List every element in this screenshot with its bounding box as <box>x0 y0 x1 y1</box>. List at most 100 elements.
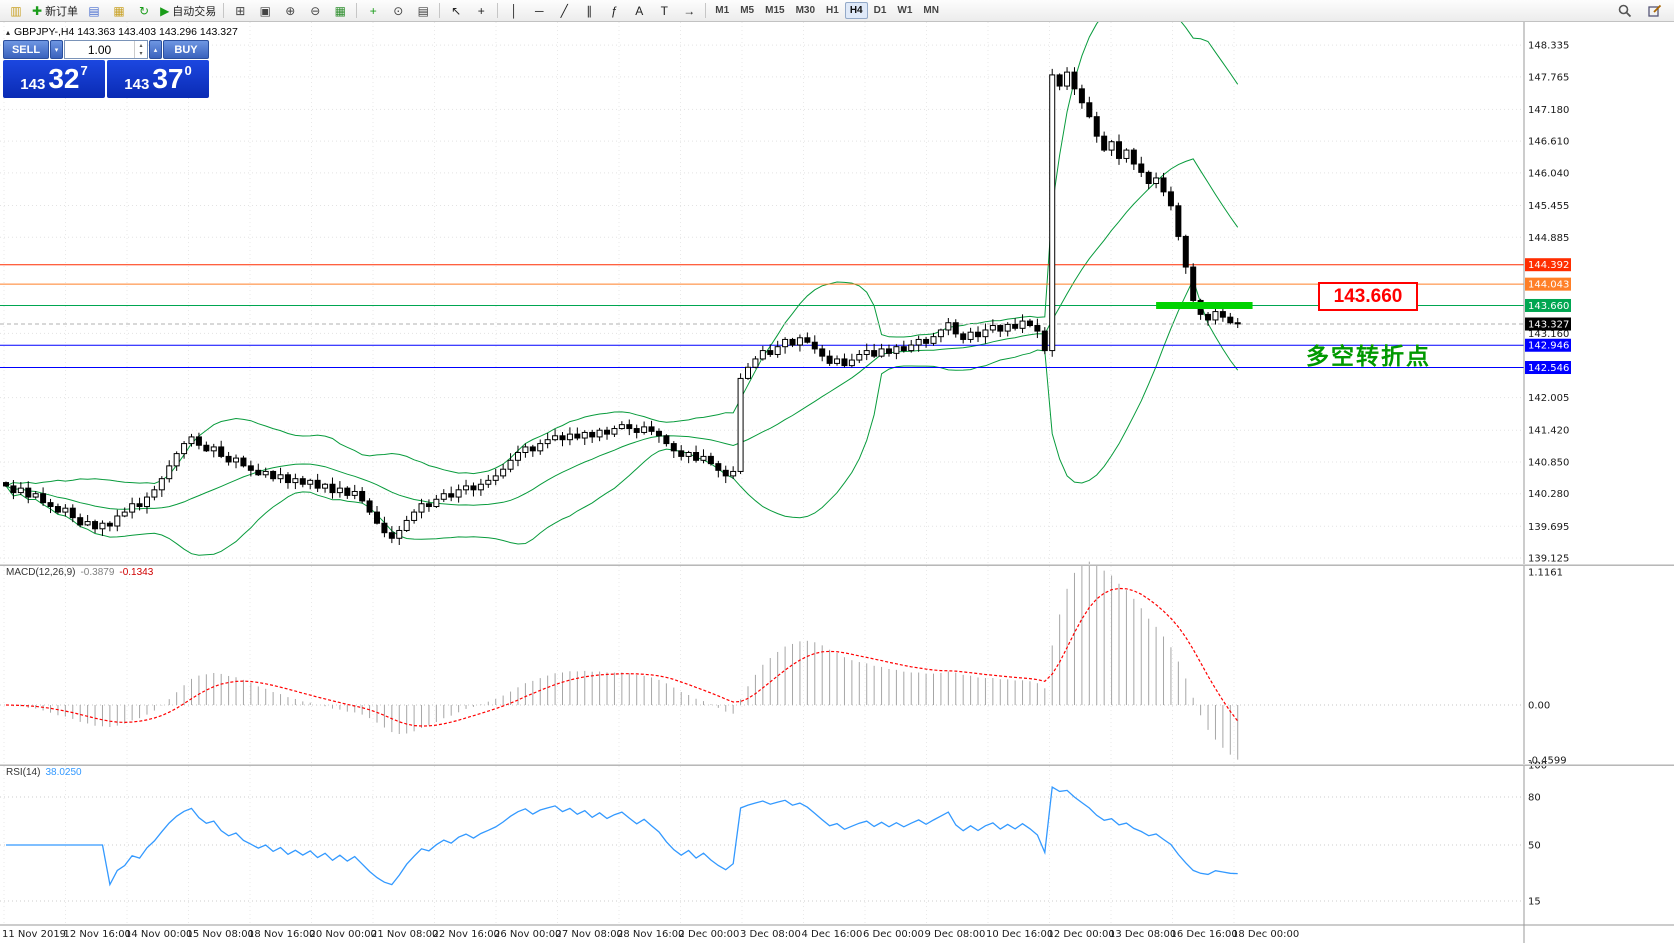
svg-text:100: 100 <box>1528 761 1547 772</box>
new-order-button[interactable]: ✚ 新订单 <box>29 2 81 20</box>
buy-dropdown-button[interactable]: ▴ <box>149 40 162 59</box>
profiles-icon[interactable]: ▦ <box>107 2 131 20</box>
zoom-in-icon[interactable]: ⊕ <box>278 2 302 20</box>
chart-list-icon: ▣ <box>259 3 271 18</box>
toolbar-items: ▥ ✚ 新订单 ▤ ▦ ↻ ▶ 自动交易 ⊞ ▣ ⊕ ⊖ ▦ + ⊙ ▤ ↖ + │ ─ ╱ ∥ ƒ A T → M1 M5 M15 M3… <box>4 0 944 21</box>
periods-icon[interactable]: ⊙ <box>386 2 410 20</box>
volume-input[interactable] <box>65 41 134 58</box>
svg-text:139.125: 139.125 <box>1528 554 1569 565</box>
templates-icon[interactable]: ▤ <box>411 2 435 20</box>
svg-text:16 Dec 16:00: 16 Dec 16:00 <box>1171 929 1238 940</box>
autotrading-button[interactable]: ▶ 自动交易 <box>157 2 219 20</box>
level-lines[interactable] <box>0 264 1524 369</box>
fibonacci-icon[interactable]: ƒ <box>602 2 626 20</box>
chart-grid <box>0 22 1524 925</box>
buy-price-figure: 143 <box>124 76 150 93</box>
sell-button[interactable]: SELL <box>3 40 49 59</box>
volume-spinner: ▴ ▾ <box>134 41 147 58</box>
timeframe-button-mn[interactable]: MN <box>923 5 939 16</box>
trendline-icon[interactable]: ╱ <box>552 2 576 20</box>
timeframe-button-w1[interactable]: W1 <box>897 5 913 16</box>
timeframe-button-m1[interactable]: M1 <box>715 5 730 16</box>
timeframe-button-m15[interactable]: M15 <box>765 5 785 16</box>
sell-price-pips: 32 <box>48 63 80 94</box>
timeframe-button-m5[interactable]: M5 <box>740 5 755 16</box>
vertical-line-icon: │ <box>510 3 519 18</box>
svg-text:14 Nov 00:00: 14 Nov 00:00 <box>125 929 192 940</box>
new-chart-icon: ⊞ <box>235 3 246 18</box>
sell-dropdown-button[interactable]: ▾ <box>50 40 63 59</box>
text-icon[interactable]: A <box>627 2 651 20</box>
main-chart-svg[interactable]: 148.335 147.765 147.180 146.610 146.040 145.4… <box>0 22 1674 943</box>
label-icon[interactable]: T <box>652 2 676 20</box>
price-level-annotation[interactable]: 143.660 <box>1318 282 1418 311</box>
chart-window-icon[interactable]: ▤ <box>82 2 106 20</box>
arrows-icon[interactable]: → <box>677 2 701 20</box>
svg-text:148.335: 148.335 <box>1528 41 1569 52</box>
fibonacci-icon: ƒ <box>610 3 618 18</box>
zoom-out-icon[interactable]: ⊖ <box>303 2 327 20</box>
chart-list-icon[interactable]: ▣ <box>253 2 277 20</box>
crosshair-icon: + <box>477 3 485 18</box>
refresh-icon[interactable]: ↻ <box>132 2 156 20</box>
svg-text:142.946: 142.946 <box>1528 341 1569 352</box>
sell-price-fraction: 7 <box>80 63 88 78</box>
turning-point-annotation[interactable]: 多空转折点 <box>1306 343 1431 369</box>
new-order-button: ✚ <box>32 3 43 18</box>
app-icon: ▥ <box>4 2 28 20</box>
svg-text:139.695: 139.695 <box>1528 522 1569 533</box>
indicators-icon: + <box>369 3 377 18</box>
svg-text:143.660: 143.660 <box>1528 301 1569 312</box>
svg-text:145.455: 145.455 <box>1528 201 1569 212</box>
autotrading-button-label: 自动交易 <box>172 5 217 18</box>
buy-button[interactable]: BUY <box>163 40 209 59</box>
crosshair-icon[interactable]: + <box>469 2 493 20</box>
app-icon: ▥ <box>10 3 22 18</box>
edit-icon[interactable] <box>1642 2 1668 20</box>
tile-windows-icon[interactable]: ▦ <box>328 2 352 20</box>
volume-field: ▴ ▾ <box>64 40 148 59</box>
price-axis[interactable]: 148.335 147.765 147.180 146.610 146.040 145.4… <box>1523 22 1571 943</box>
trendline-icon: ╱ <box>560 3 568 18</box>
svg-text:15 Nov 08:00: 15 Nov 08:00 <box>187 929 254 940</box>
svg-text:143.327: 143.327 <box>1528 320 1569 331</box>
rsi-panel[interactable]: 100 80 50 15 <box>0 761 1547 908</box>
rsi-panel-splitter[interactable] <box>0 764 1674 766</box>
toolbar-separator <box>705 3 707 18</box>
indicators-icon[interactable]: + <box>361 2 385 20</box>
svg-text:21 Nov 08:00: 21 Nov 08:00 <box>371 929 438 940</box>
cursor-icon[interactable]: ↖ <box>444 2 468 20</box>
macd-panel[interactable]: 1.1161 0.00 -0.4599 <box>0 561 1567 767</box>
timeframe-button-d1[interactable]: D1 <box>873 5 887 16</box>
svg-text:4 Dec 16:00: 4 Dec 16:00 <box>802 929 863 940</box>
main-toolbar: ▥ ✚ 新订单 ▤ ▦ ↻ ▶ 自动交易 ⊞ ▣ ⊕ ⊖ ▦ + ⊙ ▤ ↖ + │ ─ ╱ ∥ ƒ A T → M1 M5 M15 M3… <box>0 0 1674 22</box>
timeframe-button-h1[interactable]: H1 <box>826 5 839 16</box>
vertical-line-icon[interactable]: │ <box>502 2 526 20</box>
chart-window-icon: ▤ <box>88 3 100 18</box>
volume-decrease-button[interactable]: ▾ <box>139 51 143 58</box>
horizontal-line-icon[interactable]: ─ <box>527 2 551 20</box>
svg-text:6 Dec 00:00: 6 Dec 00:00 <box>863 929 924 940</box>
templates-icon: ▤ <box>417 3 429 18</box>
timeframe-button-m30[interactable]: M30 <box>795 5 816 16</box>
macd-panel-splitter[interactable] <box>0 564 1674 566</box>
cursor-icon: ↖ <box>451 3 462 18</box>
svg-text:1.1161: 1.1161 <box>1528 568 1563 579</box>
channel-icon[interactable]: ∥ <box>577 2 601 20</box>
search-icon[interactable] <box>1612 2 1638 20</box>
svg-text:144.043: 144.043 <box>1528 280 1569 291</box>
new-chart-icon[interactable]: ⊞ <box>228 2 252 20</box>
svg-text:3 Dec 08:00: 3 Dec 08:00 <box>740 929 801 940</box>
svg-text:11 Nov 2019: 11 Nov 2019 <box>2 929 66 940</box>
buy-price-display[interactable]: 143 37 0 <box>107 60 209 98</box>
rsi-value: 38.0250 <box>45 767 82 778</box>
sell-price-display[interactable]: 143 32 7 <box>3 60 105 98</box>
svg-text:20 Nov 00:00: 20 Nov 00:00 <box>310 929 377 940</box>
svg-text:146.610: 146.610 <box>1528 137 1569 148</box>
svg-text:-0.4599: -0.4599 <box>1528 755 1567 766</box>
volume-increase-button[interactable]: ▴ <box>139 42 143 49</box>
timeframe-button-h4[interactable]: H4 <box>844 2 868 19</box>
svg-text:10 Dec 16:00: 10 Dec 16:00 <box>986 929 1053 940</box>
